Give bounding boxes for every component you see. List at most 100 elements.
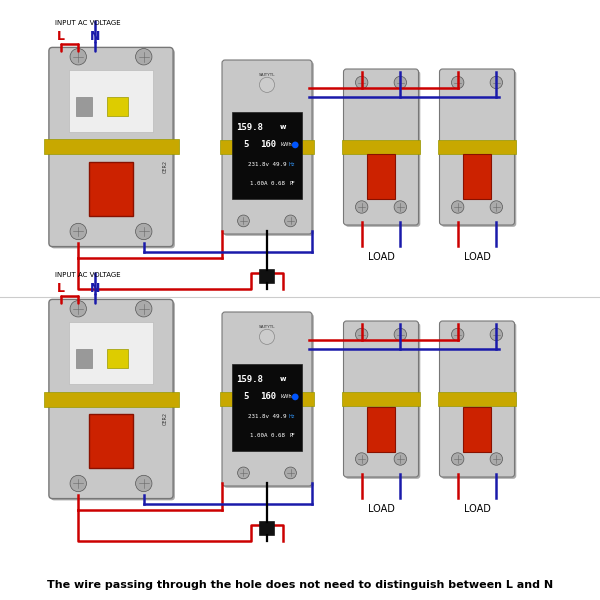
Bar bbox=[220, 140, 314, 154]
Text: CER2: CER2 bbox=[163, 160, 167, 173]
Bar bbox=[438, 140, 517, 154]
Text: 159.8: 159.8 bbox=[236, 375, 263, 384]
Text: 160: 160 bbox=[260, 140, 277, 149]
Text: w: w bbox=[279, 376, 286, 382]
Circle shape bbox=[238, 215, 250, 227]
FancyBboxPatch shape bbox=[49, 47, 173, 247]
Circle shape bbox=[451, 201, 464, 213]
Text: 231.8v 49.9: 231.8v 49.9 bbox=[248, 413, 286, 419]
Circle shape bbox=[394, 453, 407, 465]
Circle shape bbox=[292, 142, 299, 148]
FancyBboxPatch shape bbox=[49, 299, 173, 499]
FancyBboxPatch shape bbox=[346, 71, 420, 227]
FancyBboxPatch shape bbox=[224, 314, 314, 488]
Bar bbox=[342, 140, 420, 154]
Text: SAITYTL: SAITYTL bbox=[259, 73, 275, 77]
Circle shape bbox=[284, 467, 296, 479]
Circle shape bbox=[136, 223, 152, 239]
Circle shape bbox=[394, 328, 407, 341]
Circle shape bbox=[136, 475, 152, 491]
Bar bbox=[107, 349, 128, 368]
Bar bbox=[463, 407, 491, 451]
Text: INPUT AC VOLTAGE: INPUT AC VOLTAGE bbox=[55, 20, 121, 26]
Circle shape bbox=[355, 201, 368, 213]
FancyBboxPatch shape bbox=[222, 312, 312, 486]
Text: kWh: kWh bbox=[281, 394, 293, 400]
Bar bbox=[89, 163, 133, 216]
Text: 5: 5 bbox=[243, 392, 248, 401]
Circle shape bbox=[490, 201, 503, 213]
Circle shape bbox=[394, 76, 407, 89]
Text: 159.8: 159.8 bbox=[236, 123, 263, 132]
Circle shape bbox=[355, 328, 368, 341]
Text: LOAD: LOAD bbox=[464, 504, 490, 514]
Bar bbox=[438, 392, 517, 406]
Circle shape bbox=[451, 76, 464, 89]
FancyBboxPatch shape bbox=[442, 71, 517, 227]
Circle shape bbox=[70, 49, 86, 65]
Bar bbox=[463, 154, 491, 199]
Circle shape bbox=[490, 328, 503, 341]
FancyBboxPatch shape bbox=[343, 321, 419, 477]
Text: 1.00A 0.68: 1.00A 0.68 bbox=[250, 433, 284, 438]
Circle shape bbox=[70, 223, 86, 239]
Bar bbox=[232, 364, 302, 451]
Text: 231.8v 49.9: 231.8v 49.9 bbox=[248, 161, 286, 167]
Text: LOAD: LOAD bbox=[368, 504, 394, 514]
Circle shape bbox=[451, 328, 464, 341]
Text: LOAD: LOAD bbox=[464, 252, 490, 262]
Circle shape bbox=[136, 49, 152, 65]
Bar bbox=[260, 270, 274, 283]
Bar bbox=[107, 97, 128, 116]
Text: L: L bbox=[57, 29, 65, 43]
FancyBboxPatch shape bbox=[224, 62, 314, 236]
Circle shape bbox=[292, 394, 299, 400]
Text: Hz: Hz bbox=[289, 413, 295, 419]
Circle shape bbox=[284, 215, 296, 227]
FancyBboxPatch shape bbox=[50, 49, 175, 248]
Bar bbox=[76, 349, 92, 368]
Text: w: w bbox=[279, 124, 286, 130]
FancyBboxPatch shape bbox=[439, 69, 515, 225]
FancyBboxPatch shape bbox=[50, 301, 175, 500]
Circle shape bbox=[490, 453, 503, 465]
Bar bbox=[220, 392, 314, 406]
FancyBboxPatch shape bbox=[439, 321, 515, 477]
Text: kWh: kWh bbox=[281, 142, 293, 148]
Text: 1.00A 0.68: 1.00A 0.68 bbox=[250, 181, 284, 186]
Circle shape bbox=[259, 77, 275, 92]
Circle shape bbox=[355, 453, 368, 465]
Text: INPUT AC VOLTAGE: INPUT AC VOLTAGE bbox=[55, 272, 121, 278]
Circle shape bbox=[490, 76, 503, 89]
Circle shape bbox=[259, 329, 275, 344]
FancyBboxPatch shape bbox=[222, 60, 312, 234]
Bar bbox=[260, 522, 274, 535]
Text: 160: 160 bbox=[260, 392, 277, 401]
Text: CER2: CER2 bbox=[163, 412, 167, 425]
FancyBboxPatch shape bbox=[442, 323, 517, 479]
FancyBboxPatch shape bbox=[346, 323, 420, 479]
Text: The wire passing through the hole does not need to distinguish between L and N: The wire passing through the hole does n… bbox=[47, 580, 553, 590]
Circle shape bbox=[70, 301, 86, 317]
Bar bbox=[367, 154, 395, 199]
Bar bbox=[76, 97, 92, 116]
Bar bbox=[44, 391, 179, 407]
Circle shape bbox=[70, 475, 86, 491]
Circle shape bbox=[136, 301, 152, 317]
Bar bbox=[367, 407, 395, 451]
Text: L: L bbox=[57, 281, 65, 295]
Bar bbox=[342, 392, 420, 406]
Circle shape bbox=[451, 453, 464, 465]
Circle shape bbox=[238, 467, 250, 479]
Text: N: N bbox=[89, 281, 100, 295]
FancyBboxPatch shape bbox=[343, 69, 419, 225]
Bar bbox=[44, 139, 179, 154]
Circle shape bbox=[394, 201, 407, 213]
Bar bbox=[69, 322, 153, 383]
Text: Hz: Hz bbox=[289, 161, 295, 167]
Text: N: N bbox=[89, 29, 100, 43]
Text: LOAD: LOAD bbox=[368, 252, 394, 262]
Text: SAITYTL: SAITYTL bbox=[259, 325, 275, 329]
Bar bbox=[89, 415, 133, 468]
Circle shape bbox=[355, 76, 368, 89]
